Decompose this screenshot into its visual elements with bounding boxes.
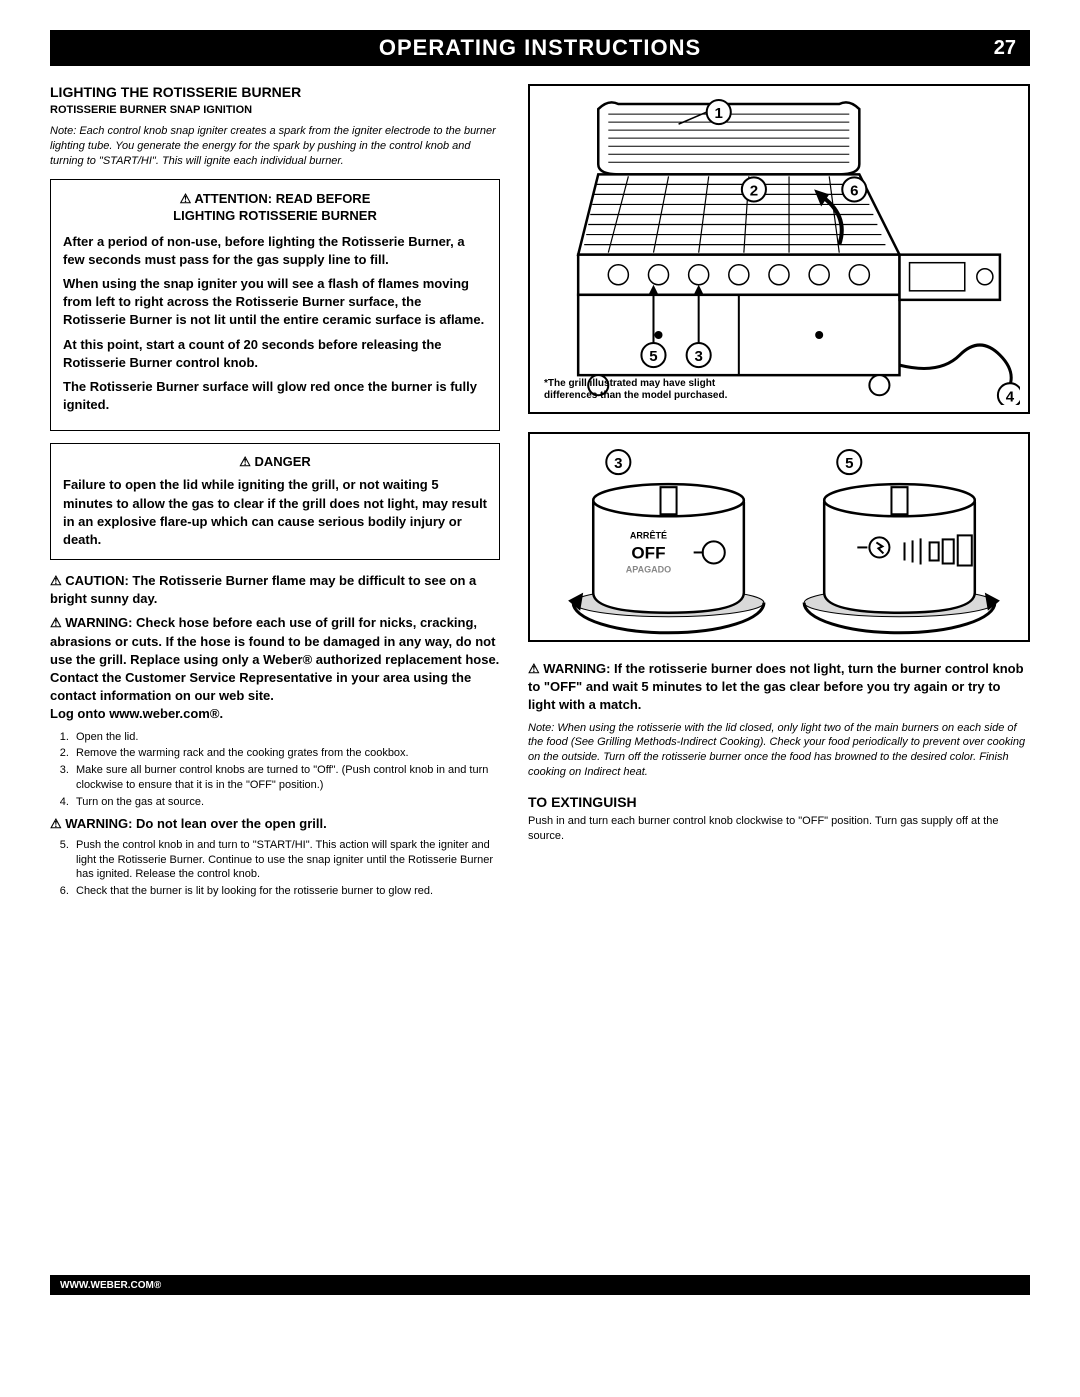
step-4: Turn on the gas at source.	[72, 795, 500, 810]
danger-heading: ⚠ DANGER	[63, 454, 487, 470]
svg-text:APAGADO: APAGADO	[626, 565, 671, 575]
content-columns: LIGHTING THE ROTISSERIE BURNER ROTISSERI…	[50, 84, 1030, 905]
footer-bar: WWW.WEBER.COM®	[50, 1275, 1030, 1295]
page-title: OPERATING INSTRUCTIONS	[50, 35, 1030, 61]
rotisserie-note: Note: When using the rotisserie with the…	[528, 721, 1030, 780]
attention-heading: ⚠ ATTENTION: READ BEFORE LIGHTING ROTISS…	[63, 190, 487, 225]
caution-sunny: ⚠ CAUTION: The Rotisserie Burner flame m…	[50, 572, 500, 608]
svg-text:3: 3	[614, 455, 622, 472]
attention-p3: At this point, start a count of 20 secon…	[63, 336, 487, 372]
svg-text:1: 1	[715, 105, 723, 122]
svg-text:5: 5	[845, 455, 853, 472]
sub-heading: ROTISSERIE BURNER SNAP IGNITION	[50, 104, 500, 116]
extinguish-heading: TO EXTINGUISH	[528, 794, 1030, 810]
steps-list-1: Open the lid. Remove the warming rack an…	[50, 730, 500, 810]
attention-p4: The Rotisserie Burner surface will glow …	[63, 378, 487, 414]
extinguish-body: Push in and turn each burner control kno…	[528, 814, 1030, 844]
right-column: 1 2 6 5 3 4 *The grill illustrated may h…	[528, 84, 1030, 905]
step-1: Open the lid.	[72, 730, 500, 745]
danger-body: Failure to open the lid while igniting t…	[63, 476, 487, 549]
step-3: Make sure all burner control knobs are t…	[72, 763, 500, 793]
warning-hose: ⚠ WARNING: Check hose before each use of…	[50, 614, 500, 723]
grill-illustration: 1 2 6 5 3 4	[538, 94, 1020, 405]
step-6: Check that the burner is lit by looking …	[72, 884, 500, 899]
knob-illustration: ARRÊTÉ OFF APAGADO	[538, 442, 1020, 643]
attention-p2: When using the snap igniter you will see…	[63, 275, 487, 330]
figure-note: *The grill illustrated may have slight d…	[544, 378, 764, 402]
footer-url: WWW.WEBER.COM®	[60, 1280, 161, 1291]
step-2: Remove the warming rack and the cooking …	[72, 746, 500, 761]
grill-figure: 1 2 6 5 3 4 *The grill illustrated may h…	[528, 84, 1030, 414]
warning-no-light: ⚠ WARNING: If the rotisserie burner does…	[528, 660, 1030, 715]
attention-line2: LIGHTING ROTISSERIE BURNER	[173, 208, 377, 223]
svg-text:3: 3	[694, 348, 702, 365]
steps-list-2: Push the control knob in and turn to "ST…	[50, 838, 500, 899]
attention-body: After a period of non-use, before lighti…	[63, 233, 487, 415]
left-column: LIGHTING THE ROTISSERIE BURNER ROTISSERI…	[50, 84, 500, 905]
svg-text:5: 5	[649, 348, 657, 365]
page-number: 27	[994, 37, 1016, 60]
warning-hose-url: Log onto www.weber.com®.	[50, 706, 223, 721]
attention-line1: ⚠ ATTENTION: READ BEFORE	[180, 191, 371, 206]
svg-text:2: 2	[750, 182, 758, 199]
section-heading: LIGHTING THE ROTISSERIE BURNER	[50, 84, 500, 100]
svg-text:4: 4	[1006, 388, 1015, 405]
svg-text:ARRÊTÉ: ARRÊTÉ	[630, 529, 667, 540]
svg-text:OFF: OFF	[631, 543, 665, 562]
note-text: Note: Each control knob snap igniter cre…	[50, 124, 500, 169]
warning-hose-text: ⚠ WARNING: Check hose before each use of…	[50, 615, 499, 703]
step-5: Push the control knob in and turn to "ST…	[72, 838, 500, 883]
attention-p1: After a period of non-use, before lighti…	[63, 233, 487, 269]
svg-text:6: 6	[850, 182, 858, 199]
attention-box: ⚠ ATTENTION: READ BEFORE LIGHTING ROTISS…	[50, 179, 500, 432]
warning-lean: ⚠ WARNING: Do not lean over the open gri…	[50, 816, 500, 832]
danger-box: ⚠ DANGER Failure to open the lid while i…	[50, 443, 500, 560]
knob-figure: ARRÊTÉ OFF APAGADO	[528, 432, 1030, 642]
header-bar: OPERATING INSTRUCTIONS 27	[50, 30, 1030, 66]
